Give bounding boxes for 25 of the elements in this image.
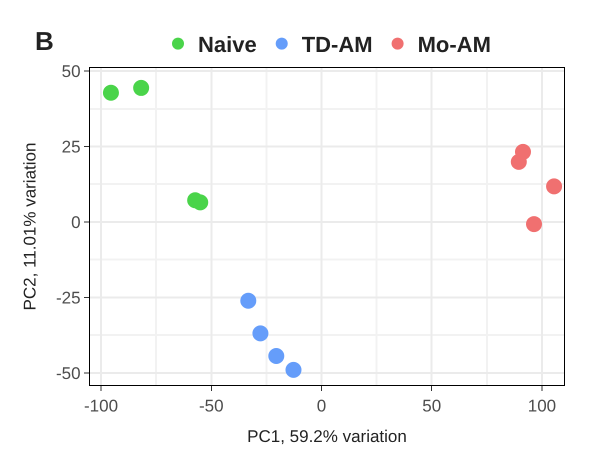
y-tick-label: -50 <box>56 364 81 383</box>
y-tick-label: 25 <box>62 137 81 156</box>
y-tick-label: 50 <box>62 62 81 81</box>
y-tick-label: -25 <box>56 288 81 308</box>
legend-label: Mo-AM <box>418 32 491 58</box>
point <box>133 80 150 96</box>
x-axis-title: PC1, 59.2% variation <box>247 426 407 446</box>
point <box>546 178 562 194</box>
point <box>510 154 527 170</box>
legend-label: TD-AM <box>302 32 373 58</box>
point <box>240 292 256 309</box>
point <box>526 216 542 232</box>
point <box>102 84 119 101</box>
point <box>252 325 268 342</box>
x-tick-label: -100 <box>84 396 118 416</box>
y-tick-label: 0 <box>71 212 81 232</box>
x-tick-label: -50 <box>198 396 224 416</box>
point <box>285 362 302 378</box>
x-tick-label: 50 <box>422 396 442 416</box>
point <box>268 348 284 364</box>
x-tick-label: 100 <box>528 396 556 416</box>
x-tick-label: 0 <box>316 396 326 416</box>
legend-label: Naive <box>198 32 257 58</box>
text: B <box>35 26 54 56</box>
y-axis-title: PC2, 11.01% variation <box>20 142 40 310</box>
